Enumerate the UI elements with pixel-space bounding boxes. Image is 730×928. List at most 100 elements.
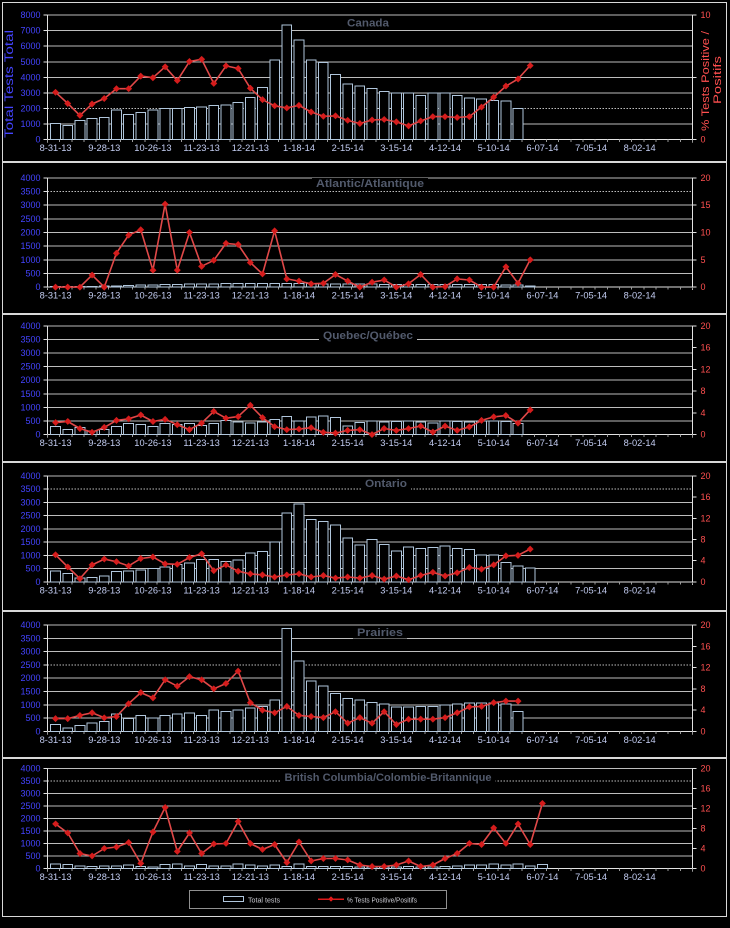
svg-text:Quebec/Québec: Quebec/Québec [323, 330, 413, 342]
svg-text:0: 0 [35, 577, 40, 587]
svg-text:2000: 2000 [20, 228, 40, 238]
svg-text:20: 20 [701, 620, 711, 630]
svg-text:500: 500 [25, 713, 40, 723]
svg-text:2500: 2500 [20, 660, 40, 670]
svg-text:6000: 6000 [20, 41, 40, 51]
svg-text:1-18-14: 1-18-14 [283, 872, 315, 882]
svg-text:1-18-14: 1-18-14 [283, 143, 315, 153]
svg-text:2-15-14: 2-15-14 [332, 438, 364, 448]
svg-text:4-12-14: 4-12-14 [429, 735, 461, 745]
svg-text:2-15-14: 2-15-14 [332, 143, 364, 153]
svg-text:2500: 2500 [20, 214, 40, 224]
svg-text:2500: 2500 [20, 362, 40, 372]
svg-text:4000: 4000 [20, 72, 40, 82]
svg-text:Total Tests Total: Total Tests Total [2, 30, 16, 138]
svg-text:7-05-14: 7-05-14 [575, 872, 607, 882]
svg-text:3500: 3500 [20, 776, 40, 786]
svg-text:0: 0 [35, 430, 40, 440]
svg-text:5-10-14: 5-10-14 [478, 585, 510, 595]
svg-text:12: 12 [701, 364, 711, 374]
svg-text:2000: 2000 [20, 814, 40, 824]
svg-text:500: 500 [25, 268, 40, 278]
svg-text:1000: 1000 [20, 839, 40, 849]
svg-text:1500: 1500 [20, 241, 40, 251]
svg-text:500: 500 [25, 564, 40, 574]
svg-text:9-28-13: 9-28-13 [88, 143, 120, 153]
svg-text:4000: 4000 [20, 620, 40, 630]
svg-text:5-10-14: 5-10-14 [478, 438, 510, 448]
svg-text:8-02-14: 8-02-14 [624, 872, 656, 882]
svg-text:0: 0 [35, 864, 40, 874]
svg-text:12: 12 [701, 513, 711, 523]
svg-text:Prairies: Prairies [357, 627, 403, 639]
svg-text:Ontario: Ontario [365, 478, 407, 490]
svg-text:4-12-14: 4-12-14 [429, 291, 461, 301]
svg-text:10: 10 [701, 10, 711, 20]
svg-text:11-23-13: 11-23-13 [183, 291, 220, 301]
svg-text:16: 16 [701, 641, 711, 651]
svg-text:7-05-14: 7-05-14 [575, 585, 607, 595]
svg-text:500: 500 [25, 851, 40, 861]
svg-text:Positifs: Positifs [712, 55, 724, 104]
svg-text:3-15-14: 3-15-14 [380, 585, 412, 595]
svg-text:8-02-14: 8-02-14 [624, 438, 656, 448]
svg-text:9-28-13: 9-28-13 [88, 291, 120, 301]
svg-text:3-15-14: 3-15-14 [380, 291, 412, 301]
svg-text:15: 15 [701, 200, 711, 210]
svg-text:British Columbia/Colombie-Brit: British Columbia/Colombie-Britannique [285, 772, 492, 784]
svg-text:9-28-13: 9-28-13 [88, 585, 120, 595]
svg-text:11-23-13: 11-23-13 [183, 438, 220, 448]
svg-text:12: 12 [701, 663, 711, 673]
svg-text:1-18-14: 1-18-14 [283, 438, 315, 448]
svg-text:8000: 8000 [20, 10, 40, 20]
svg-text:4000: 4000 [20, 471, 40, 481]
svg-text:11-23-13: 11-23-13 [183, 872, 220, 882]
svg-text:8: 8 [701, 535, 706, 545]
svg-text:5-10-14: 5-10-14 [478, 291, 510, 301]
svg-text:4: 4 [701, 705, 706, 715]
svg-text:2000: 2000 [20, 104, 40, 114]
svg-text:11-23-13: 11-23-13 [183, 735, 220, 745]
svg-text:3-15-14: 3-15-14 [380, 872, 412, 882]
svg-text:4000: 4000 [20, 764, 40, 774]
svg-text:3-15-14: 3-15-14 [380, 438, 412, 448]
svg-text:12-21-13: 12-21-13 [232, 872, 269, 882]
svg-text:3000: 3000 [20, 647, 40, 657]
svg-text:3500: 3500 [20, 484, 40, 494]
svg-text:9-28-13: 9-28-13 [88, 438, 120, 448]
svg-text:7000: 7000 [20, 26, 40, 36]
svg-text:6-07-14: 6-07-14 [526, 143, 558, 153]
svg-text:1-18-14: 1-18-14 [283, 585, 315, 595]
svg-text:8: 8 [701, 386, 706, 396]
svg-text:16: 16 [701, 492, 711, 502]
svg-text:8-31-13: 8-31-13 [40, 872, 72, 882]
svg-text:12-21-13: 12-21-13 [232, 438, 269, 448]
svg-text:Atlantic/Atlantique: Atlantic/Atlantique [316, 178, 424, 190]
svg-text:20: 20 [701, 173, 711, 183]
svg-text:0: 0 [701, 135, 706, 145]
svg-text:7-05-14: 7-05-14 [575, 291, 607, 301]
svg-text:6-07-14: 6-07-14 [526, 585, 558, 595]
svg-text:0: 0 [701, 726, 706, 736]
svg-text:8: 8 [701, 684, 706, 694]
svg-text:8-02-14: 8-02-14 [624, 735, 656, 745]
svg-text:1500: 1500 [20, 537, 40, 547]
svg-text:10-26-13: 10-26-13 [134, 438, 171, 448]
svg-text:8-31-13: 8-31-13 [40, 143, 72, 153]
svg-text:4-12-14: 4-12-14 [429, 143, 461, 153]
svg-text:4: 4 [701, 408, 706, 418]
svg-text:3000: 3000 [20, 497, 40, 507]
svg-text:16: 16 [701, 343, 711, 353]
svg-text:12-21-13: 12-21-13 [232, 735, 269, 745]
svg-text:2-15-14: 2-15-14 [332, 735, 364, 745]
svg-text:7-05-14: 7-05-14 [575, 735, 607, 745]
svg-text:6-07-14: 6-07-14 [526, 735, 558, 745]
svg-text:10-26-13: 10-26-13 [134, 143, 171, 153]
svg-text:3-15-14: 3-15-14 [380, 735, 412, 745]
svg-text:8-31-13: 8-31-13 [40, 438, 72, 448]
svg-text:10-26-13: 10-26-13 [134, 585, 171, 595]
svg-text:5-10-14: 5-10-14 [478, 143, 510, 153]
svg-text:Canada: Canada [347, 18, 390, 30]
svg-text:% Tests Positive/Positifs: % Tests Positive/Positifs [347, 896, 417, 905]
svg-text:12-21-13: 12-21-13 [232, 143, 269, 153]
